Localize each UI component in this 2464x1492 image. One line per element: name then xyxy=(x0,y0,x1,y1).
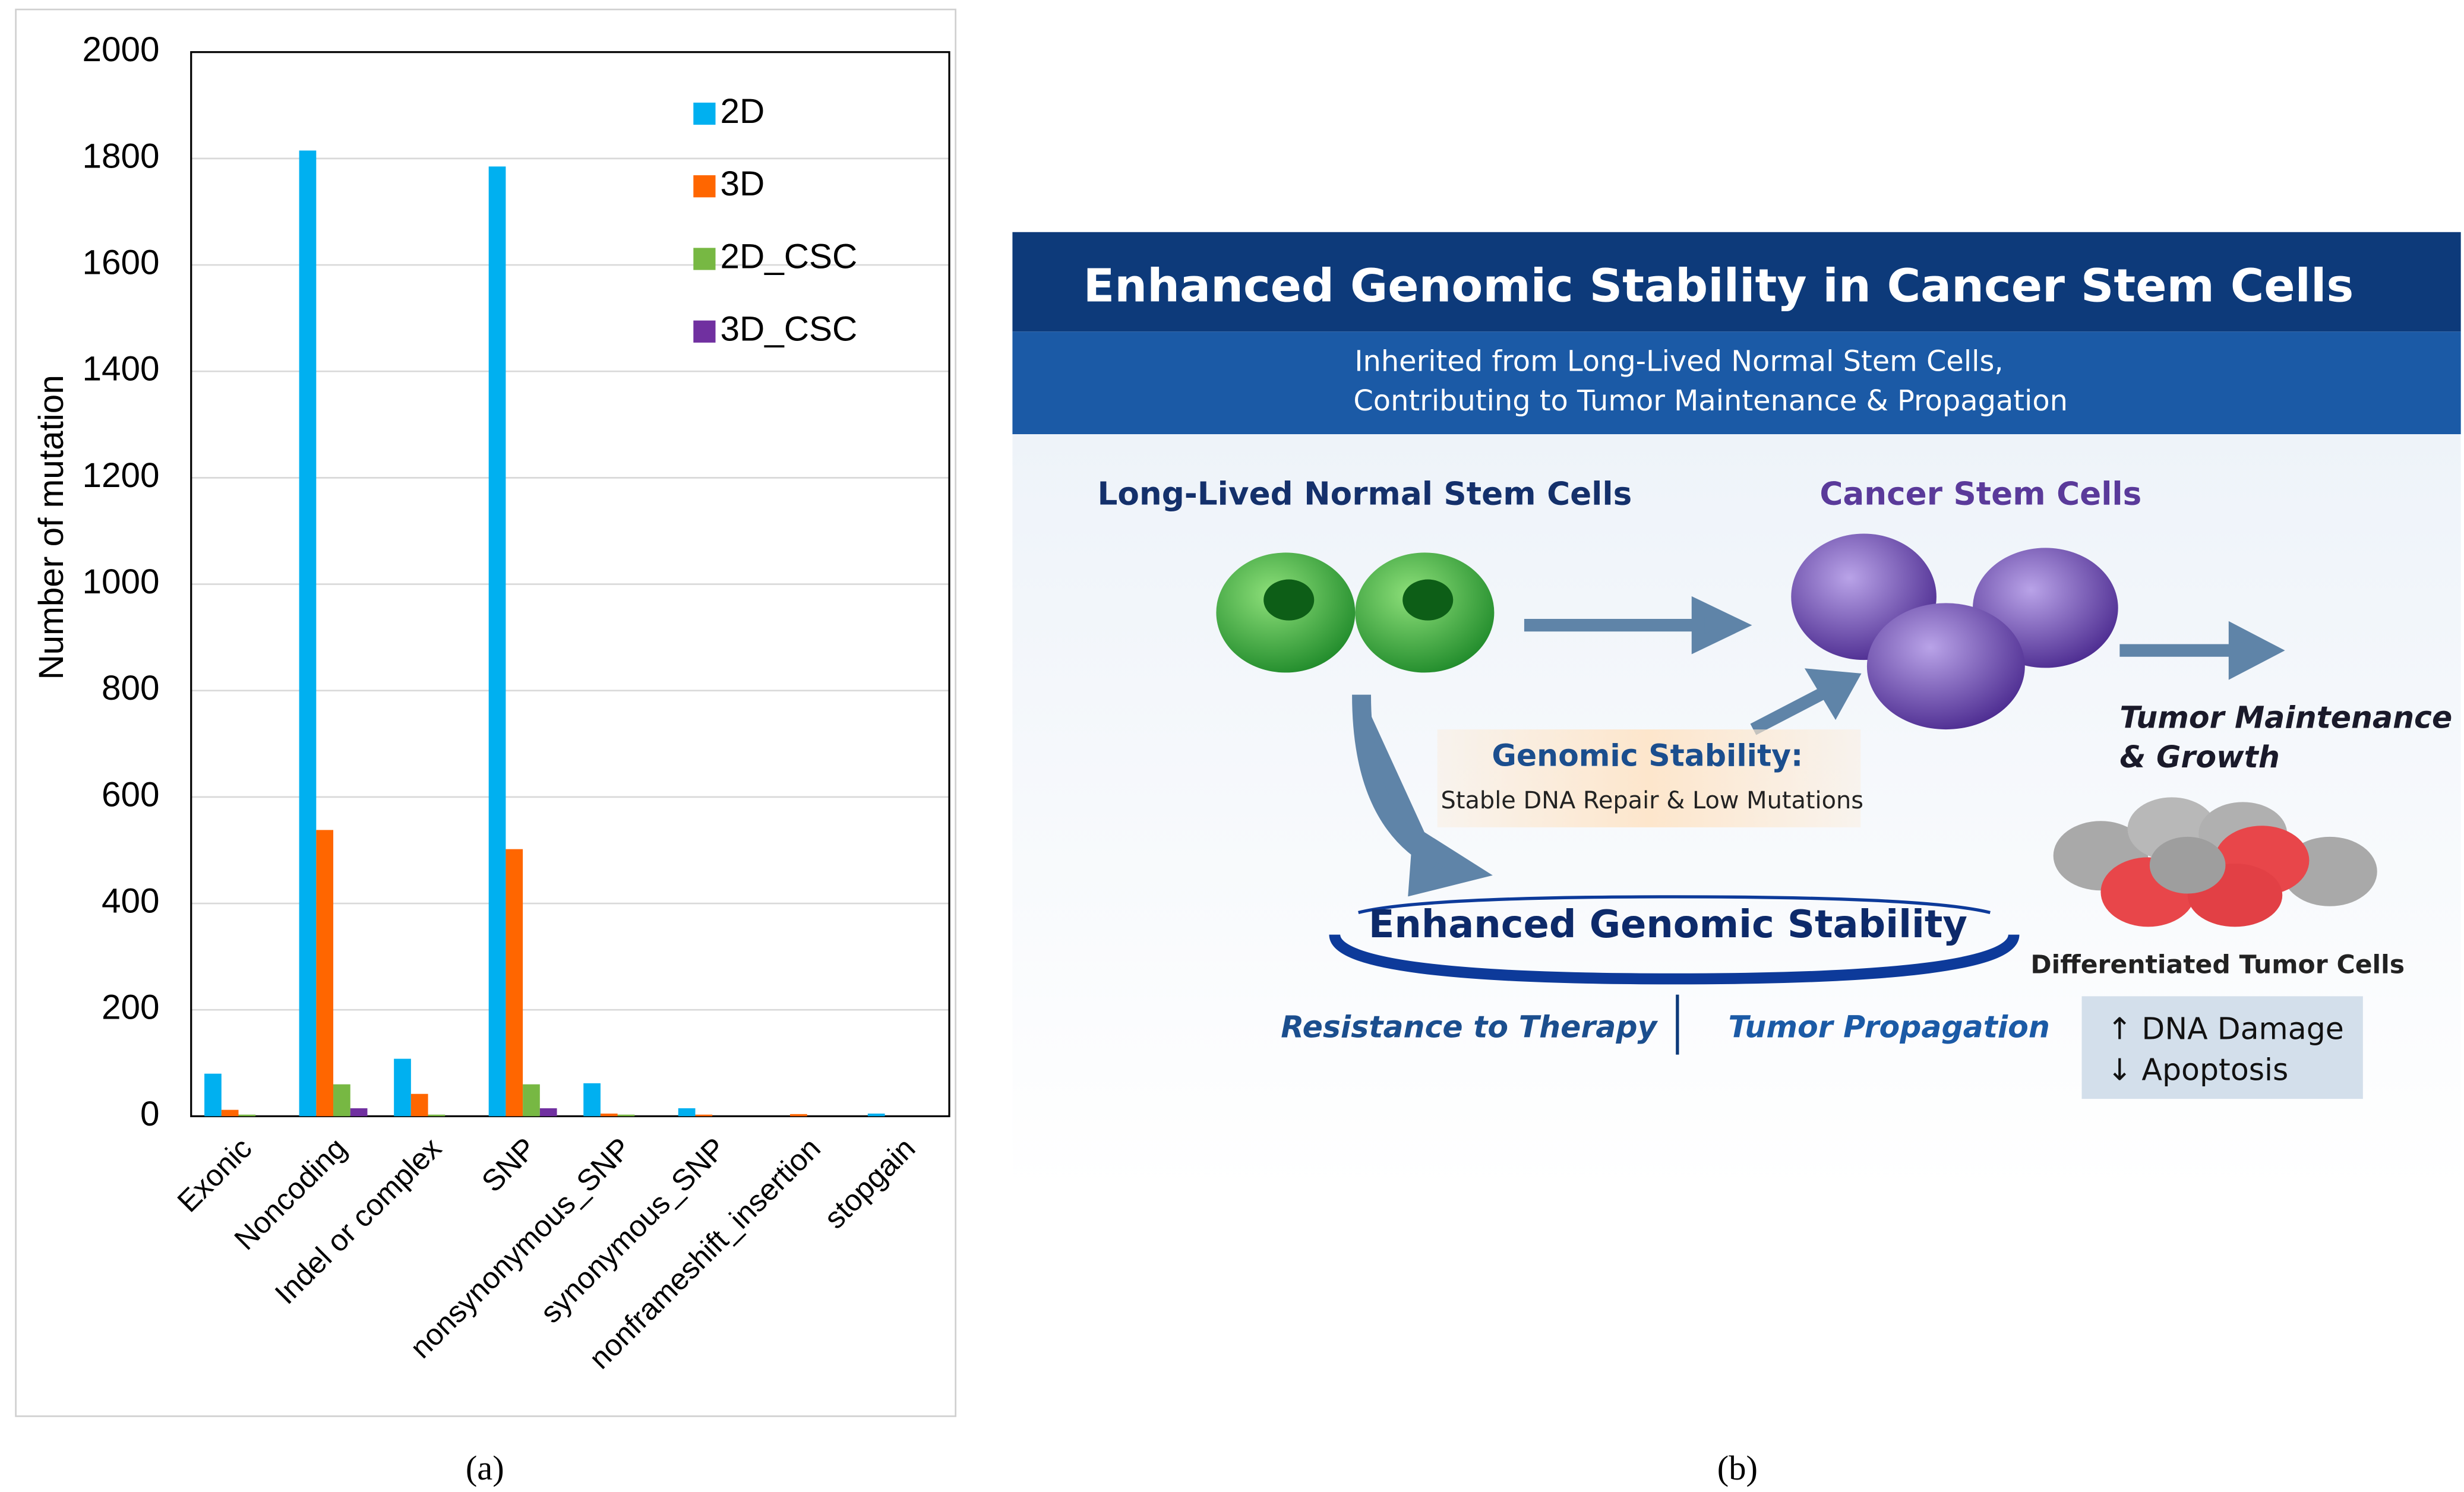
left-label: Long-Lived Normal Stem Cells xyxy=(1097,475,1632,512)
maintenance-label: Tumor Maintenance xyxy=(2119,700,2452,735)
y-tick-label: 1800 xyxy=(82,137,159,175)
y-tick-label: 2000 xyxy=(82,30,159,69)
bar xyxy=(583,1083,601,1117)
y-tick-label: 0 xyxy=(140,1095,160,1133)
diagram-title: Enhanced Genomic Stability in Cancer Ste… xyxy=(1083,259,2354,312)
nucleus xyxy=(1402,579,1454,621)
cancer-stem-cell xyxy=(1866,603,2025,730)
bar xyxy=(299,150,317,1117)
effects-box xyxy=(2081,996,2363,1099)
nucleus xyxy=(1263,579,1315,621)
maintenance-label: & Growth xyxy=(2119,739,2279,775)
arrow xyxy=(1352,694,1493,897)
legend-label: 2D_CSC xyxy=(720,237,857,276)
y-tick-label: 1400 xyxy=(82,350,159,388)
legend-label: 2D xyxy=(720,92,765,131)
y-tick-label: 400 xyxy=(102,881,160,920)
bar xyxy=(204,1073,222,1117)
tumor-cells xyxy=(2053,797,2377,927)
y-tick-label: 200 xyxy=(102,988,160,1027)
center-label: Enhanced Genomic Stability xyxy=(1369,903,1967,947)
legend-swatch xyxy=(693,102,716,125)
subtitle-band xyxy=(1012,331,2461,435)
arrow xyxy=(1750,668,1862,735)
stability-box xyxy=(1437,729,1861,827)
bar xyxy=(428,1114,446,1117)
subtitle-line: Contributing to Tumor Maintenance & Prop… xyxy=(1353,385,2068,418)
bar xyxy=(539,1108,557,1117)
legend-swatch xyxy=(693,248,716,270)
title-band xyxy=(1012,232,2461,332)
legend-label: 3D_CSC xyxy=(720,310,857,349)
arrow xyxy=(1524,596,1752,655)
chart-frame xyxy=(15,8,957,1417)
ring xyxy=(1329,934,2020,985)
bar xyxy=(333,1084,350,1117)
bar xyxy=(394,1058,411,1117)
bar xyxy=(506,849,523,1117)
y-tick-label: 1200 xyxy=(82,456,159,495)
subtitle-line: Inherited from Long-Lived Normal Stem Ce… xyxy=(1354,345,2003,378)
arrow xyxy=(2119,621,2285,680)
ring xyxy=(1358,895,1991,915)
legend-label: 3D xyxy=(720,165,765,203)
panel-label: (b) xyxy=(1717,1449,1758,1487)
panel-label: (a) xyxy=(466,1449,504,1487)
bar xyxy=(867,1113,885,1117)
diagram: Enhanced Genomic Stability in Cancer Ste… xyxy=(1012,232,2461,1192)
bar xyxy=(221,1109,239,1117)
y-axis-label: Number of mutation xyxy=(32,375,71,679)
plot-area xyxy=(190,51,950,1117)
bar xyxy=(238,1114,256,1117)
bar xyxy=(410,1093,428,1117)
y-tick-label: 600 xyxy=(102,775,160,814)
outcome: Tumor Propagation xyxy=(1728,1010,2049,1045)
right-label: Cancer Stem Cells xyxy=(1819,475,2141,512)
legend-swatch xyxy=(693,175,716,198)
bar xyxy=(678,1108,696,1117)
y-tick-label: 1600 xyxy=(82,244,159,282)
bar xyxy=(316,830,334,1117)
bar xyxy=(617,1114,635,1117)
y-tick-label: 800 xyxy=(102,669,160,707)
y-tick-label: 1000 xyxy=(82,562,159,601)
box-title: Genomic Stability: xyxy=(1492,738,1803,773)
effect: ↑ DNA Damage xyxy=(2107,1011,2344,1046)
differentiated-label: Differentiated Tumor Cells xyxy=(2030,950,2405,979)
bar xyxy=(695,1114,713,1117)
bar xyxy=(790,1114,807,1117)
bar xyxy=(350,1108,368,1117)
outcome: Resistance to Therapy xyxy=(1281,1010,1658,1045)
legend-swatch xyxy=(693,320,716,343)
effect: ↓ Apoptosis xyxy=(2107,1052,2288,1087)
bar xyxy=(600,1113,618,1117)
bar xyxy=(523,1084,540,1117)
box-text: Stable DNA Repair & Low Mutations xyxy=(1441,787,1864,814)
bar xyxy=(488,166,506,1117)
